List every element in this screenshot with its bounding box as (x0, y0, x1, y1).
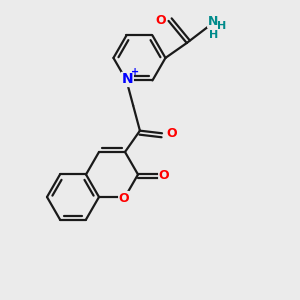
Text: N: N (208, 15, 218, 28)
Text: O: O (159, 169, 169, 182)
Text: O: O (119, 191, 129, 205)
Text: N: N (122, 72, 133, 86)
Text: O: O (167, 127, 177, 140)
Text: H: H (209, 30, 218, 40)
Text: O: O (155, 14, 166, 27)
Text: H: H (217, 21, 226, 31)
Text: +: + (131, 68, 140, 77)
